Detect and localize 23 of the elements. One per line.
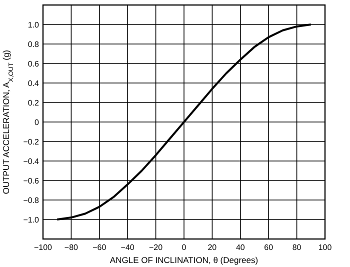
y-tick-label: −0.2 xyxy=(23,138,40,146)
y-tick-label: −0.6 xyxy=(23,176,40,186)
x-tick-label: 80 xyxy=(292,243,302,252)
x-tick-label: 60 xyxy=(264,243,274,252)
x-tick-label: −80 xyxy=(64,243,79,252)
x-tick-label: −60 xyxy=(92,243,107,252)
y-tick-label: 1.0 xyxy=(28,20,40,30)
y-tick-label: −0.4 xyxy=(23,157,40,166)
x-tick-label: 100 xyxy=(318,243,332,252)
x-axis-title: ANGLE OF INCLINATION, θ (Degrees) xyxy=(110,255,258,265)
x-tick-label: 20 xyxy=(208,243,218,252)
y-tick-label: 0.6 xyxy=(28,60,40,68)
y-tick-label: −1.0 xyxy=(23,216,40,224)
x-tick-label: 40 xyxy=(236,243,246,252)
y-tick-label: 0.2 xyxy=(28,98,40,108)
x-tick-label: −20 xyxy=(149,243,164,252)
x-tick-label: 0 xyxy=(182,243,187,252)
y-tick-label: 0.8 xyxy=(28,40,40,49)
x-tick-label: −100 xyxy=(34,243,53,252)
y-tick-label: 0.4 xyxy=(28,79,40,88)
x-tick-label: −40 xyxy=(120,243,135,252)
y-tick-label: −0.8 xyxy=(23,196,40,205)
y-tick-label: 0 xyxy=(34,118,40,127)
